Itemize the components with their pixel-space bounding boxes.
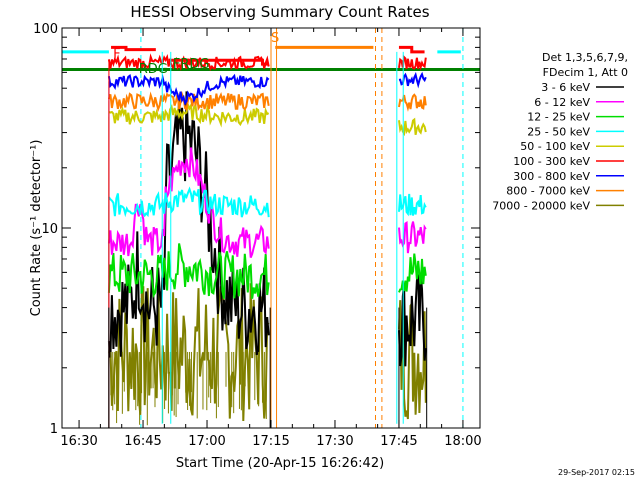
x-axis-label: Start Time (20-Apr-15 16:26:42) (176, 456, 384, 471)
legend-entry-label: 12 - 25 keV (527, 111, 590, 124)
x-tick-label: 17:45 (380, 434, 417, 449)
legend-header-line-1: Det 1,3,5,6,7,9, (542, 51, 628, 64)
x-tick-label: 16:45 (124, 434, 161, 449)
y-axis-label: Count Rate (s⁻¹ detector⁻¹) (29, 140, 44, 317)
legend-entry-label: 3 - 6 keV (541, 81, 590, 94)
x-tick-label: 17:15 (252, 434, 289, 449)
legend: Det 1,3,5,6,7,9, FDecim 1, Att 0 3 - 6 k… (492, 51, 628, 212)
x-tick-label: 18:00 (444, 434, 481, 449)
series-line-50-100kev (108, 101, 270, 128)
chart-title: HESSI Observing Summary Count Rates (130, 3, 429, 21)
x-tick-label: 17:00 (188, 434, 225, 449)
flag-label-frdg: FRDG (173, 57, 210, 72)
legend-entry-label: 6 - 12 keV (534, 96, 590, 109)
y-tick-label: 1 (50, 422, 58, 437)
flag-label-f: F (113, 47, 120, 62)
y-tick-label: 100 (33, 22, 58, 37)
legend-entry-label: 50 - 100 keV (520, 140, 590, 153)
flag-label-rdg: RDG (139, 62, 168, 77)
legend-entry-label: 800 - 7000 keV (506, 185, 590, 198)
legend-entry-label: 300 - 800 keV (513, 170, 590, 183)
flare-flag-right (398, 45, 425, 54)
legend-entry-label: 7000 - 20000 keV (492, 199, 590, 212)
series-line-3-6kev (107, 91, 270, 358)
series-line-100-300kev (107, 53, 270, 71)
series-line-12-25kev (107, 243, 270, 299)
y-tick-label: 10 (41, 222, 58, 237)
x-tick-label: 17:30 (316, 434, 353, 449)
generated-timestamp: 29-Sep-2017 02:15 (558, 468, 635, 477)
y-axis-ticks: 1 10 100 (33, 22, 480, 437)
x-axis-ticks: 16:30 16:45 17:00 17:15 17:30 17:45 18:00 (60, 28, 482, 449)
x-tick-label: 16:30 (60, 434, 97, 449)
flag-label-s: S (271, 31, 279, 46)
legend-entry-label: 100 - 300 keV (513, 155, 590, 168)
series-traces (62, 28, 480, 428)
legend-entry-label: 25 - 50 keV (527, 125, 590, 138)
series-line-800-7000kev (107, 90, 270, 113)
series-line-300-800kev (107, 73, 270, 106)
series-line-6-12kev (107, 147, 270, 258)
flare-flag-left (111, 45, 156, 52)
series-line-25-50kev (108, 186, 270, 218)
legend-header-line-2: FDecim 1, Att 0 (543, 66, 628, 79)
